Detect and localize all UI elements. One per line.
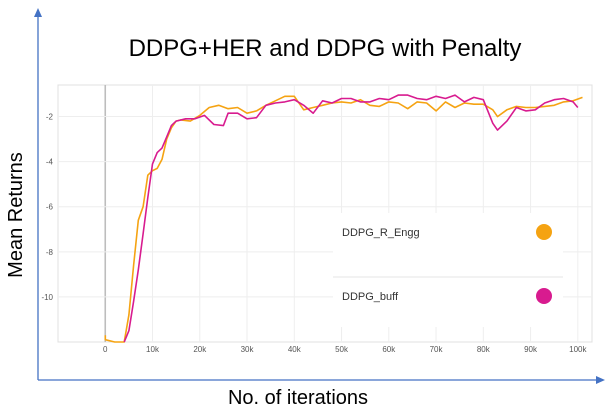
x-tick-label: 80k bbox=[477, 345, 491, 354]
y-axis-arrowhead bbox=[34, 8, 42, 17]
y-tick-label: -2 bbox=[46, 113, 54, 122]
x-tick-label: 30k bbox=[241, 345, 255, 354]
y-tick-label: -8 bbox=[46, 248, 54, 257]
y-axis-label: Mean Returns bbox=[5, 152, 27, 278]
x-tick-label: 10k bbox=[146, 345, 160, 354]
x-tick-label: 60k bbox=[382, 345, 396, 354]
x-axis-arrowhead bbox=[596, 376, 605, 384]
legend: DDPG_R_Engg DDPG_buff bbox=[333, 213, 563, 327]
y-tick-label: -4 bbox=[46, 158, 54, 167]
x-tick-label: 90k bbox=[524, 345, 538, 354]
legend-box bbox=[333, 213, 563, 327]
legend-swatch-ddpg-r-engg bbox=[536, 224, 552, 240]
y-tick-label: -10 bbox=[41, 293, 53, 302]
legend-label-ddpg-buff: DDPG_buff bbox=[342, 291, 399, 303]
series-line-ddpg-buff bbox=[123, 94, 579, 343]
x-tick-label: 20k bbox=[193, 345, 207, 354]
series-line-ddpg-r-engg bbox=[104, 95, 583, 343]
x-tick-label: 50k bbox=[335, 345, 349, 354]
y-tick-label: -6 bbox=[46, 203, 54, 212]
x-tick-label: 0 bbox=[103, 345, 108, 354]
x-axis-label: No. of iterations bbox=[228, 387, 368, 409]
x-tick-label: 100k bbox=[569, 345, 587, 354]
chart-title: DDPG+HER and DDPG with Penalty bbox=[129, 35, 522, 62]
x-tick-label: 40k bbox=[288, 345, 302, 354]
legend-swatch-ddpg-buff bbox=[536, 288, 552, 304]
x-tick-label: 70k bbox=[430, 345, 444, 354]
legend-label-ddpg-r-engg: DDPG_R_Engg bbox=[342, 227, 420, 239]
